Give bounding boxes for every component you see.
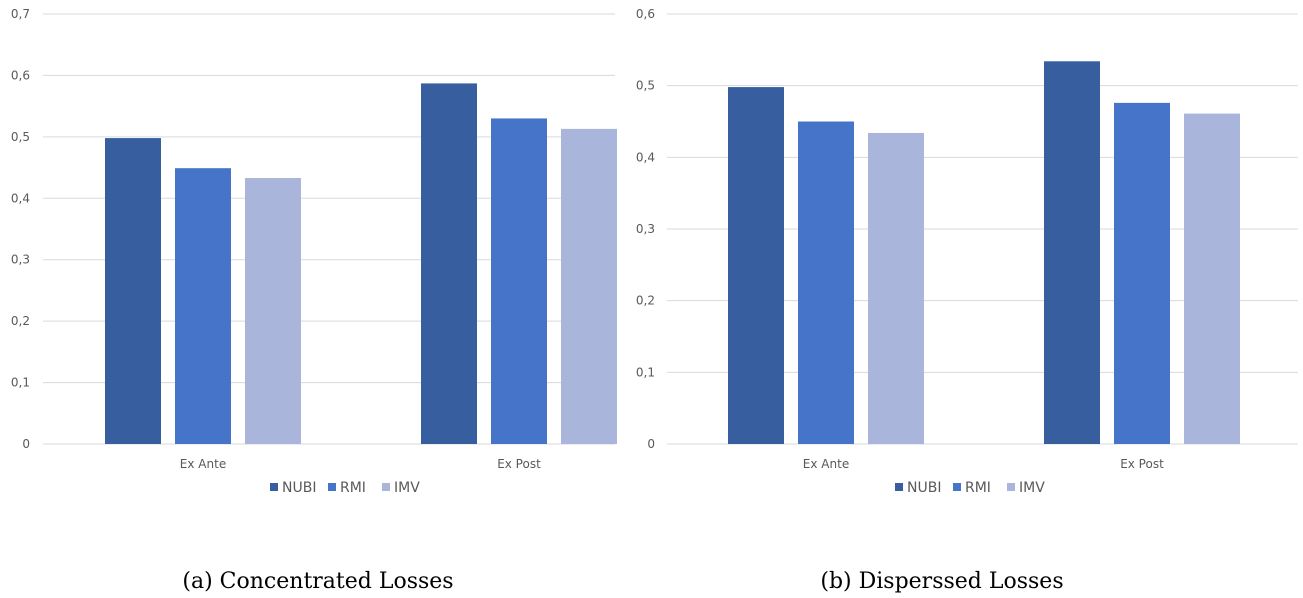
figure-caption: (a) Concentrated Losses <box>182 569 453 594</box>
bar-rmi-ex-ante <box>175 168 231 444</box>
bar-imv-ex-ante <box>245 178 301 444</box>
bar-nubi-ex-ante <box>728 87 784 444</box>
y-tick-label: 0,5 <box>636 79 655 93</box>
legend-swatch-imv <box>382 483 390 491</box>
y-tick-label: 0 <box>647 437 655 451</box>
legend-swatch-nubi <box>270 483 278 491</box>
y-tick-label: 0,3 <box>11 253 30 267</box>
bar-imv-ex-post <box>561 128 617 444</box>
y-tick-label: 0,4 <box>11 191 30 205</box>
legend-label-nubi: NUBI <box>907 480 941 496</box>
legend-label-imv: IMV <box>394 480 420 496</box>
y-tick-label: 0,6 <box>636 7 655 21</box>
y-tick-label: 0,7 <box>11 7 30 21</box>
y-tick-label: 0,1 <box>11 376 30 390</box>
legend-swatch-rmi <box>328 483 336 491</box>
x-category-label: Ex Post <box>497 457 541 471</box>
legend-label-imv: IMV <box>1019 480 1045 496</box>
y-tick-label: 0,2 <box>11 314 30 328</box>
bar-nubi-ex-post <box>1044 61 1100 445</box>
y-tick-label: 0,1 <box>636 365 655 379</box>
bar-rmi-ex-post <box>1114 102 1170 444</box>
legend-swatch-rmi <box>953 483 961 491</box>
bar-rmi-ex-ante <box>798 121 854 444</box>
chart-panel-a: 0 0,1 0,2 0,3 0,4 0,5 0,6 0,7 Ex Ante Ex Post NUBI… <box>11 7 617 594</box>
legend-label-rmi: RMI <box>965 480 991 496</box>
y-tick-label: 0,2 <box>636 294 655 308</box>
y-tick-label: 0,3 <box>636 222 655 236</box>
x-category-label: Ex Ante <box>180 457 226 471</box>
legend-label-rmi: RMI <box>340 480 366 496</box>
figure-caption: (b) Disperssed Losses <box>820 569 1063 594</box>
bar-imv-ex-post <box>1184 113 1240 444</box>
bar-rmi-ex-post <box>491 118 547 444</box>
bar-nubi-ex-ante <box>105 138 161 445</box>
x-category-label: Ex Post <box>1120 457 1164 471</box>
y-tick-label: 0,4 <box>636 150 655 164</box>
legend-swatch-nubi <box>895 483 903 491</box>
y-tick-label: 0 <box>22 437 30 451</box>
y-tick-label: 0,5 <box>11 130 30 144</box>
chart-panel-b: 0 0,1 0,2 0,3 0,4 0,5 0,6 Ex Ante Ex Post NUBI RMI… <box>636 7 1298 594</box>
bar-nubi-ex-post <box>421 83 477 445</box>
legend-label-nubi: NUBI <box>282 480 316 496</box>
legend-swatch-imv <box>1007 483 1015 491</box>
y-tick-label: 0,6 <box>11 68 30 82</box>
x-category-label: Ex Ante <box>803 457 849 471</box>
bar-imv-ex-ante <box>868 132 924 444</box>
